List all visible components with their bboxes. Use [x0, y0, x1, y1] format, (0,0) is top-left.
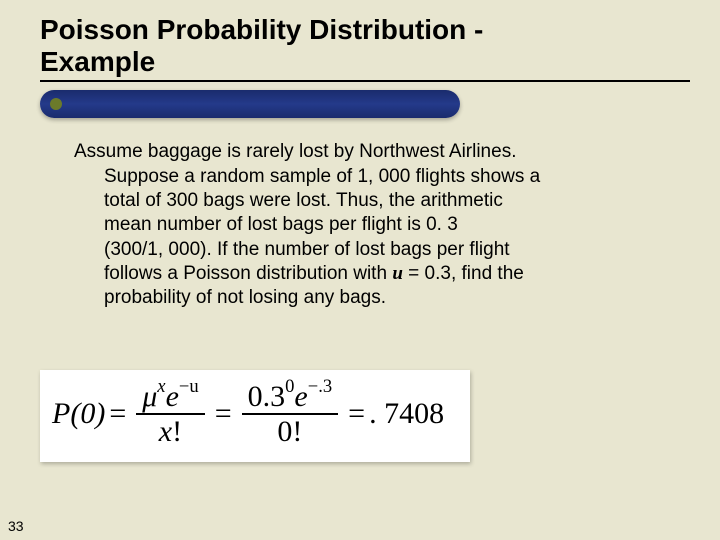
body-paragraph: Assume baggage is rarely lost by Northwe… — [0, 122, 720, 310]
factorial: ! — [172, 415, 182, 448]
slide-title-line2: Example — [40, 46, 720, 78]
superscript-x: x — [157, 376, 165, 397]
mu-symbol: u — [392, 263, 403, 284]
fraction-numerator: 0.30e−.3 — [242, 380, 339, 413]
body-text-span: = 0.3, find the — [403, 263, 524, 284]
body-line: probability of not losing any bags. — [74, 286, 660, 310]
body-line: mean number of lost bags per flight is 0… — [74, 213, 660, 237]
slide-title-line1: Poisson Probability Distribution - — [40, 14, 720, 46]
zero: 0 — [277, 415, 292, 448]
fraction-numerator: μxe−u — [136, 380, 204, 413]
formula-box: P(0) = μxe−u x! = 0.30e−.3 0! = . 7408 — [40, 370, 470, 462]
fraction-2: 0.30e−.3 0! — [242, 380, 339, 448]
body-line: Suppose a random sample of 1, 000 flight… — [74, 165, 660, 189]
eq-equals: = — [109, 397, 126, 431]
x-symbol: x — [159, 415, 172, 448]
underline-rule — [40, 80, 690, 82]
superscript-neg-u: −u — [179, 376, 199, 397]
factorial: ! — [292, 415, 302, 448]
body-line: follows a Poisson distribution with u = … — [74, 262, 660, 286]
body-line: (300/1, 000). If the number of lost bags… — [74, 238, 660, 262]
fraction-denominator: 0! — [271, 415, 308, 448]
page-number: 33 — [8, 518, 24, 534]
title-underline — [0, 80, 720, 122]
e-symbol: e — [294, 380, 307, 413]
accent-bar — [40, 90, 460, 118]
body-line: total of 300 bags were lost. Thus, the a… — [74, 189, 660, 213]
superscript-neg3: −.3 — [308, 376, 332, 397]
base-value: 0.3 — [248, 380, 286, 413]
result-value: . 7408 — [369, 397, 444, 431]
equation: P(0) = μxe−u x! = 0.30e−.3 0! = . 7408 — [52, 380, 444, 448]
eq-equals: = — [348, 397, 365, 431]
body-text-span: follows a Poisson distribution with — [104, 263, 392, 284]
eq-equals: = — [215, 397, 232, 431]
fraction-denominator: x! — [153, 415, 188, 448]
fraction-1: μxe−u x! — [136, 380, 204, 448]
eq-lhs: P(0) — [52, 397, 105, 431]
superscript-0: 0 — [285, 376, 294, 397]
e-symbol: e — [166, 380, 179, 413]
title-area: Poisson Probability Distribution - Examp… — [0, 0, 720, 78]
mu-symbol: μ — [142, 380, 157, 413]
body-line: Assume baggage is rarely lost by Northwe… — [74, 140, 660, 164]
